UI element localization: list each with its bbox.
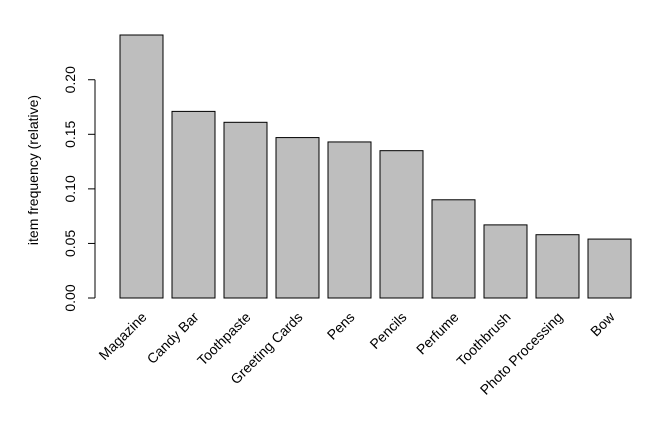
bar	[275, 137, 320, 299]
bar	[379, 150, 424, 299]
y-axis-label: item frequency (relative)	[25, 95, 41, 245]
bar	[483, 224, 528, 299]
bar	[171, 110, 216, 299]
x-tick-label: Magazine	[95, 309, 149, 363]
bar	[587, 238, 632, 299]
bar	[431, 199, 476, 299]
x-tick-label: Pencils	[366, 309, 409, 352]
y-tick-label: 0.20	[62, 66, 78, 93]
y-tick-label: 0.15	[62, 120, 78, 147]
y-tick-label: 0.00	[62, 284, 78, 311]
bar	[327, 141, 372, 299]
bar	[119, 34, 164, 299]
y-tick-label: 0.10	[62, 175, 78, 202]
y-tick-label: 0.05	[62, 230, 78, 257]
bar	[535, 234, 580, 299]
x-tick-label: Pens	[324, 309, 358, 343]
x-tick-label: Perfume	[413, 309, 462, 358]
x-tick-label: Bow	[587, 308, 618, 339]
x-tick-label: Candy Bar	[144, 309, 202, 367]
bar	[223, 121, 268, 299]
